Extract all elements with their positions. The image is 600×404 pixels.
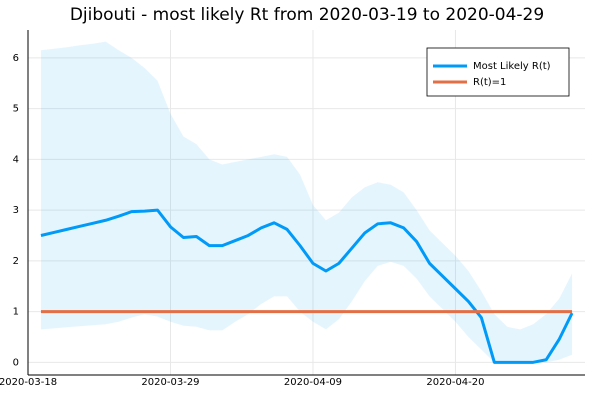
chart-title: Djibouti - most likely Rt from 2020-03-1…	[70, 5, 544, 25]
legend-box	[426, 47, 570, 97]
legend-label: Most Likely R(t)	[473, 61, 551, 72]
y-tick-label: 4	[13, 154, 19, 165]
y-tick-label: 6	[13, 53, 19, 64]
y-tick-label: 0	[13, 357, 19, 368]
legend-label: R(t)=1	[473, 77, 506, 88]
y-tick-label: 3	[13, 205, 19, 216]
x-tick-label: 2020-03-29	[141, 377, 199, 388]
x-tick-label: 2020-04-09	[284, 377, 342, 388]
y-tick-label: 5	[13, 104, 19, 115]
confidence-band	[40, 41, 573, 363]
series-line	[40, 208, 574, 364]
x-tick-label: 2020-03-18	[0, 377, 57, 388]
y-tick-label: 2	[13, 256, 19, 267]
x-tick-label: 2020-04-20	[426, 377, 484, 388]
y-tick-label: 1	[13, 307, 19, 318]
